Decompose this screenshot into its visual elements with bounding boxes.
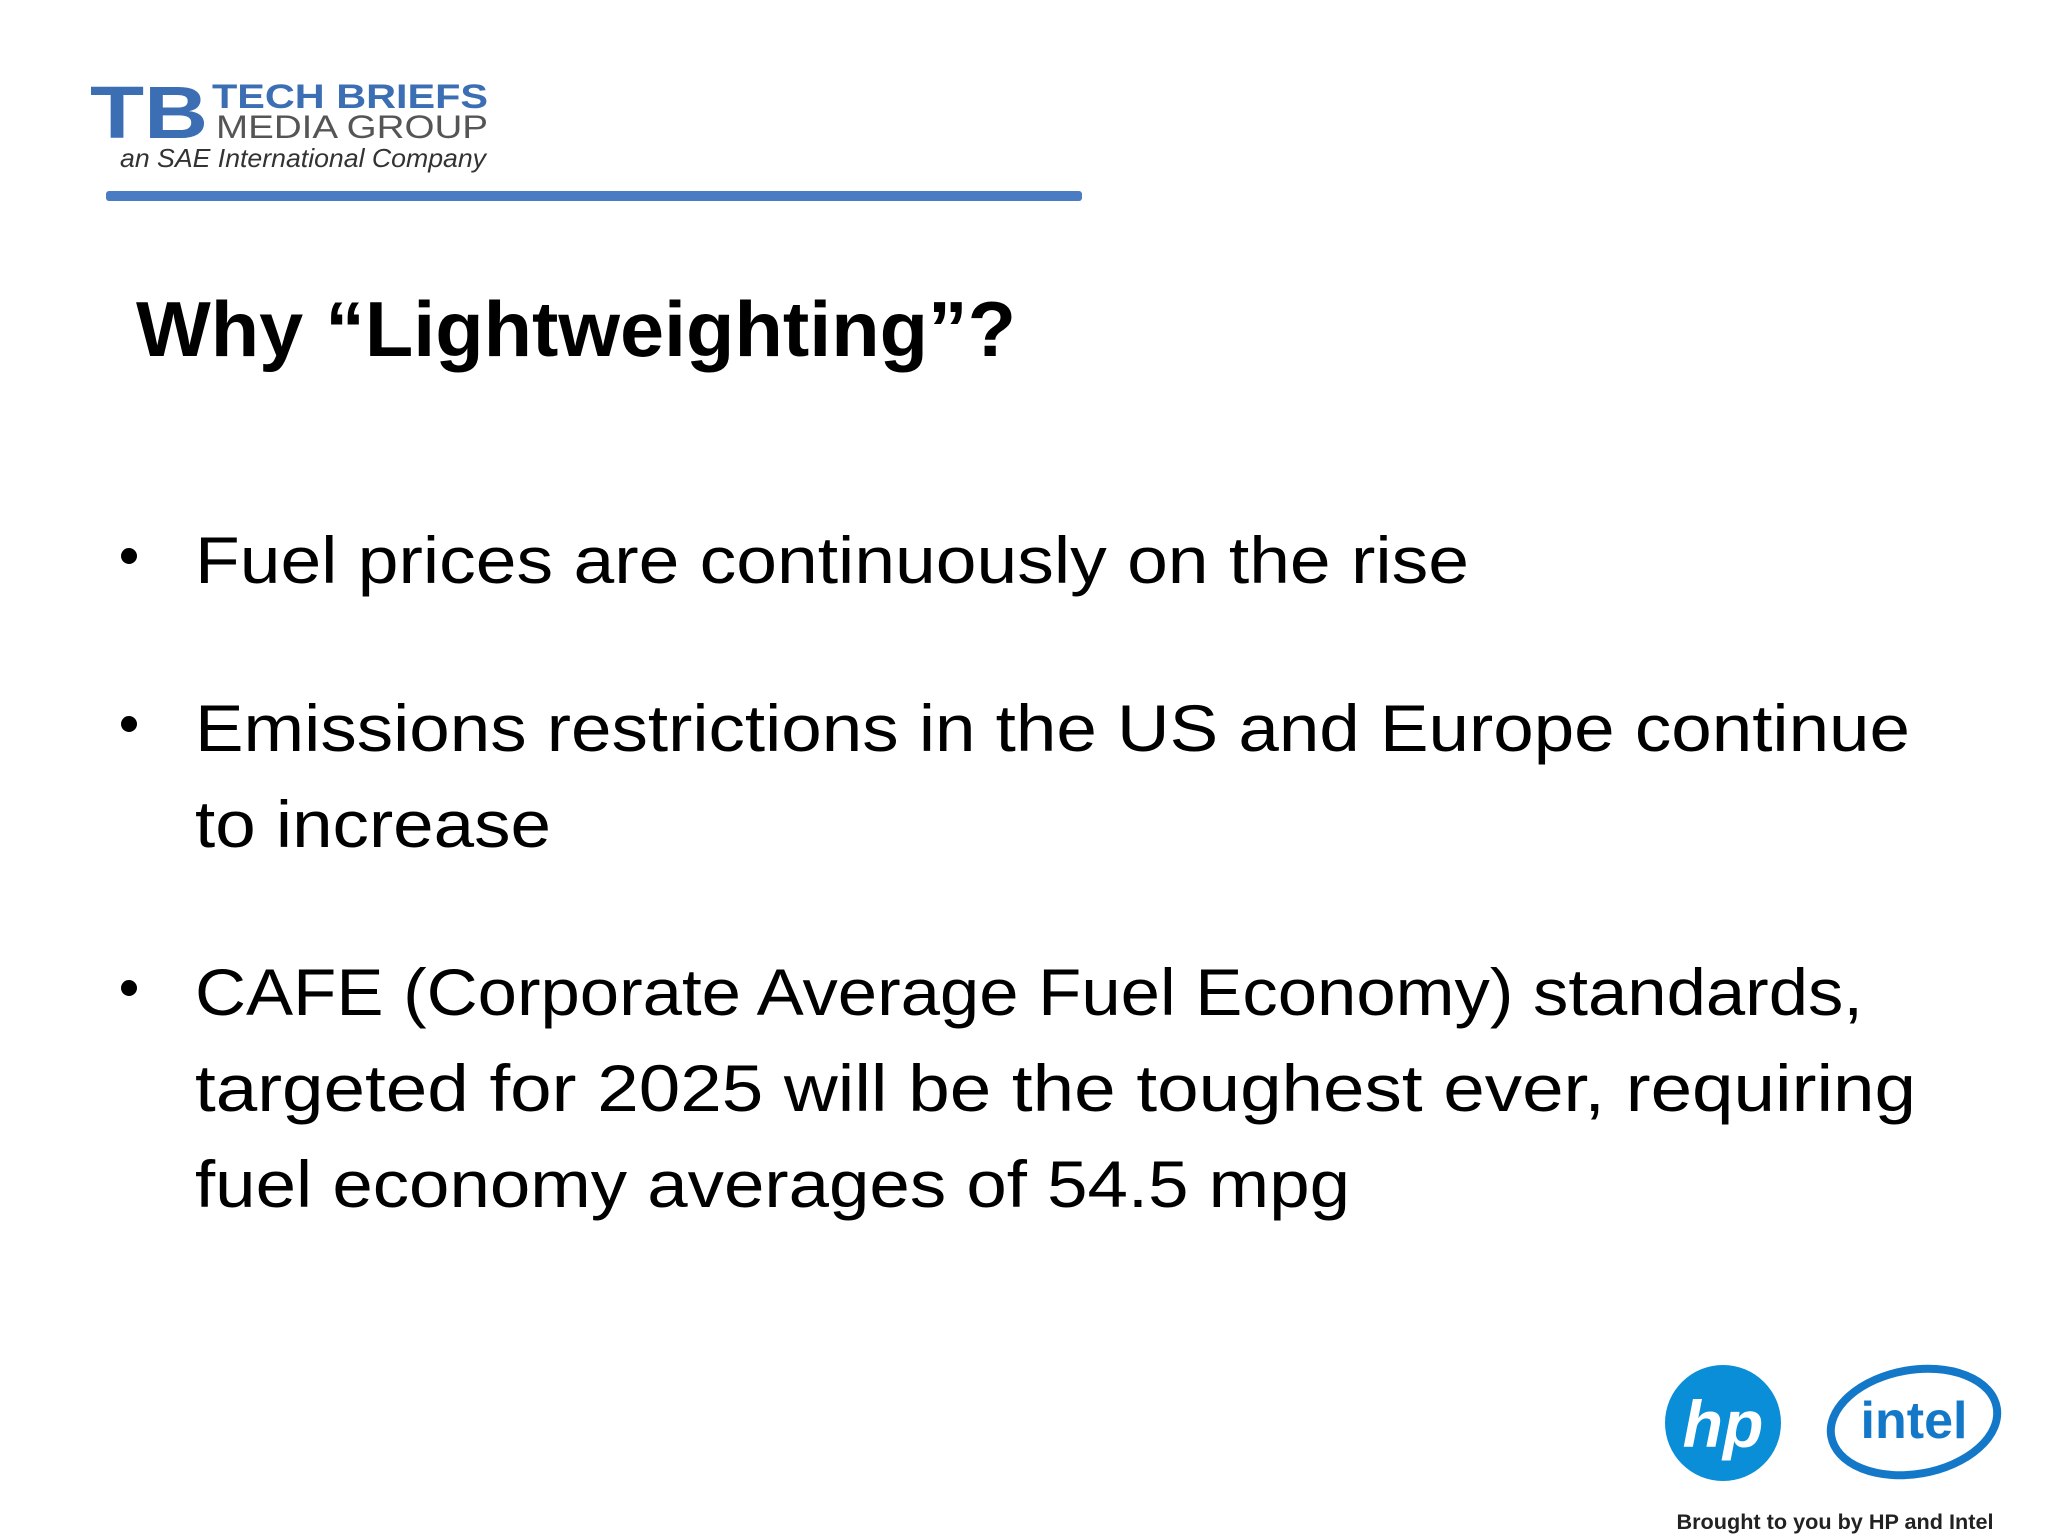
bullet-text: Fuel prices are continuously on the rise xyxy=(195,523,1469,597)
bullet-text: CAFE (Corporate Average Fuel Economy) st… xyxy=(195,955,1863,1029)
bullet-text: Emissions restrictions in the US and Eur… xyxy=(195,691,1910,765)
bullet-text: fuel economy averages of 54.5 mpg xyxy=(195,1147,1350,1221)
bullet-list: Fuel prices are continuously on the rise… xyxy=(121,523,1916,1221)
bullet-dot xyxy=(121,548,137,564)
bullet-text: to increase xyxy=(195,787,551,861)
logo-mark: TB xyxy=(90,71,208,154)
bullet-dot xyxy=(121,716,137,732)
logo-line2: MEDIA GROUP xyxy=(216,109,488,145)
logo-line1: TECH BRIEFS xyxy=(212,78,488,116)
intel-text: intel xyxy=(1861,1392,1968,1450)
slide-title: Why “Lightweighting”? xyxy=(136,285,1016,373)
logo-tagline: an SAE International Company xyxy=(120,143,488,173)
intel-swoosh xyxy=(1826,1364,2002,1480)
hp-circle xyxy=(1665,1365,1781,1481)
bullet-dot xyxy=(121,980,137,996)
credit: Brought to you by HP and Intel xyxy=(1677,1511,1994,1534)
hp-logo: hp xyxy=(1665,1365,1781,1481)
hp-text: hp xyxy=(1683,1387,1764,1461)
logo: TB TECH BRIEFS MEDIA GROUP an SAE Intern… xyxy=(90,71,488,173)
intel-logo: intel xyxy=(1826,1364,2002,1480)
header-rule xyxy=(106,191,1082,201)
bullet-text: targeted for 2025 will be the toughest e… xyxy=(195,1051,1916,1125)
